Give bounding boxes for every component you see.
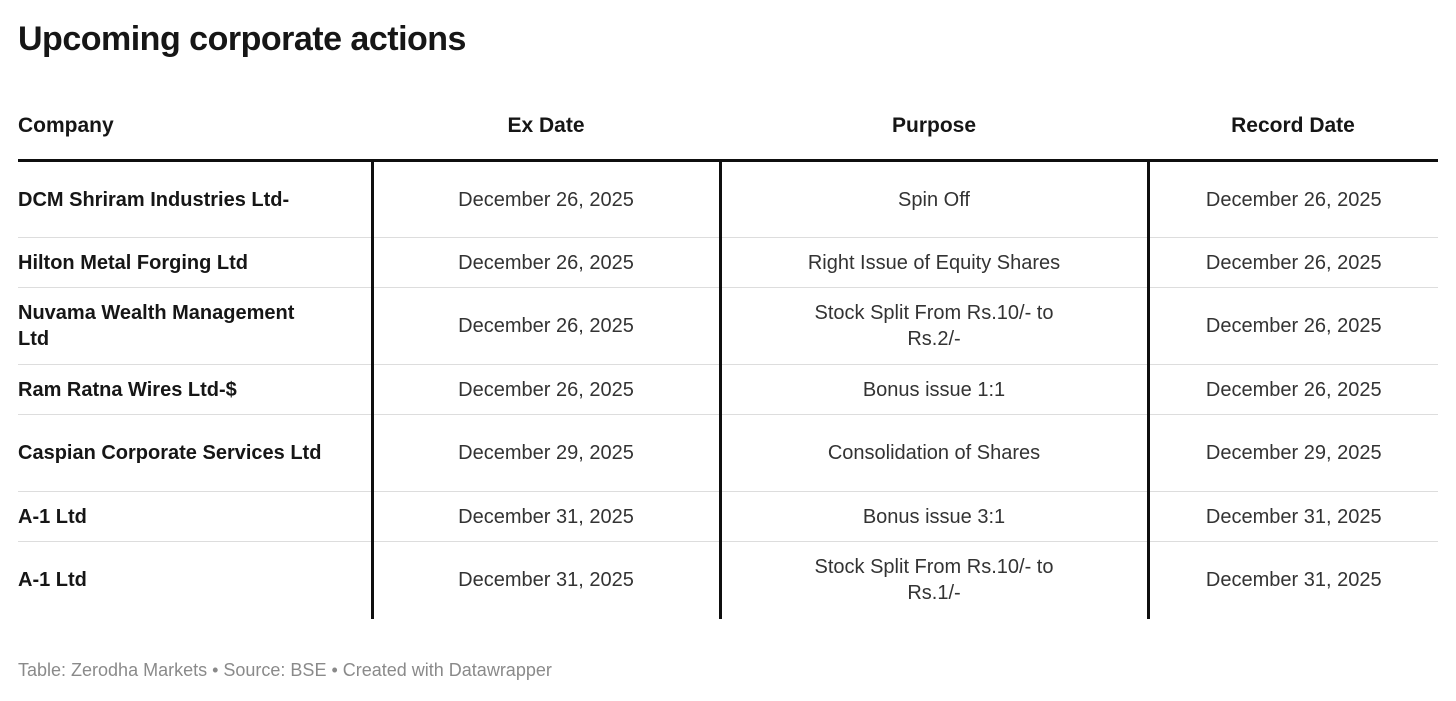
company-cell: A-1 Ltd [18,491,372,542]
company-cell: A-1 Ltd [18,541,372,619]
column-header-company: Company [18,114,372,162]
ex-date-cell: December 26, 2025 [370,160,720,238]
company-cell: Caspian Corporate Services Ltd [18,414,372,492]
purpose-text: Right Issue of Equity Shares [807,251,1061,274]
table-row: A-1 Ltd December 31, 2025 Bonus issue 3:… [18,491,1438,542]
purpose-text: Consolidation of Shares [827,442,1041,465]
corporate-actions-table: Company Ex Date Purpose Record Date DCM … [18,114,1438,619]
ex-date-cell: December 26, 2025 [370,287,720,365]
purpose-cell: Right Issue of Equity Shares [718,237,1148,288]
table-body: DCM Shriram Industries Ltd- December 26,… [18,160,1438,619]
record-date-cell: December 26, 2025 [1146,160,1438,238]
column-header-ex-date: Ex Date [372,114,720,162]
company-cell: Hilton Metal Forging Ltd [18,237,372,288]
purpose-text: Spin Off [898,188,970,211]
table-row: A-1 Ltd December 31, 2025 Stock Split Fr… [18,541,1438,619]
page: Upcoming corporate actions Company Ex Da… [0,18,1456,681]
table-row: Hilton Metal Forging Ltd December 26, 20… [18,237,1438,288]
purpose-cell: Bonus issue 3:1 [718,491,1148,542]
record-date-cell: December 26, 2025 [1146,237,1438,288]
ex-date-cell: December 31, 2025 [370,491,720,542]
table-row: Nuvama Wealth Management Ltd December 26… [18,287,1438,365]
table-row: Ram Ratna Wires Ltd-$ December 26, 2025 … [18,364,1438,415]
table-row: Caspian Corporate Services Ltd December … [18,414,1438,492]
purpose-cell: Stock Split From Rs.10/- to Rs.1/- [718,541,1148,619]
purpose-cell: Spin Off [718,160,1148,238]
table-header: Company Ex Date Purpose Record Date [18,114,1438,162]
company-cell: Ram Ratna Wires Ltd-$ [18,364,372,415]
company-cell: DCM Shriram Industries Ltd- [18,188,290,211]
purpose-cell: Consolidation of Shares [718,414,1148,492]
purpose-cell: Stock Split From Rs.10/- to Rs.2/- [718,287,1148,365]
record-date-cell: December 31, 2025 [1146,491,1438,542]
page-title: Upcoming corporate actions [18,20,466,58]
record-date-cell: December 31, 2025 [1146,541,1438,619]
attribution-footer: Table: Zerodha Markets • Source: BSE • C… [18,659,552,680]
purpose-text: Stock Split From Rs.10/- to Rs.1/- [814,556,1054,605]
record-date-cell: December 26, 2025 [1146,287,1438,365]
ex-date-cell: December 26, 2025 [370,364,720,415]
column-header-purpose: Purpose [720,114,1148,162]
company-cell: Nuvama Wealth Management Ltd [18,287,372,365]
header-row: Company Ex Date Purpose Record Date [18,114,1438,162]
ex-date-cell: December 31, 2025 [370,541,720,619]
purpose-text: Bonus issue 1:1 [862,378,1006,401]
purpose-text: Stock Split From Rs.10/- to Rs.2/- [814,302,1054,350]
record-date-cell: December 29, 2025 [1146,414,1438,492]
record-date-cell: December 26, 2025 [1146,364,1438,415]
purpose-text: Bonus issue 3:1 [862,505,1006,528]
table-row: DCM Shriram Industries Ltd- December 26,… [18,160,1438,238]
ex-date-cell: December 29, 2025 [370,414,720,492]
ex-date-cell: December 26, 2025 [370,237,720,288]
column-header-record-date: Record Date [1148,114,1438,162]
purpose-cell: Bonus issue 1:1 [718,364,1148,415]
